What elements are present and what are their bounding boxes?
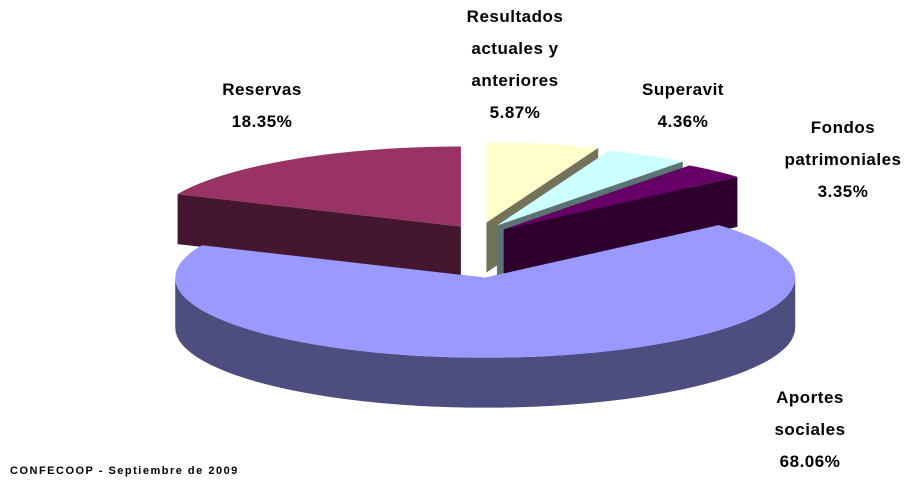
- slice-label: Aportes sociales: [774, 388, 845, 439]
- label-line: Reservas: [222, 80, 302, 99]
- label-line: Resultados: [467, 7, 564, 26]
- label-line: anteriores: [471, 71, 558, 90]
- label-line: Superavit: [642, 80, 724, 99]
- slice: [503, 165, 738, 280]
- label-line: Fondos: [811, 118, 875, 137]
- value-label: 3.35%: [818, 182, 869, 201]
- value-label: 4.36%: [658, 112, 709, 131]
- slice: [496, 150, 683, 226]
- source-note: CONFECOOP - Septiembre de 2009: [10, 465, 239, 477]
- slice-wall: [177, 194, 461, 277]
- label-line: Aportes: [776, 388, 844, 407]
- value-label: 5.87%: [490, 103, 541, 122]
- slice-label: Resultados actuales y anteriores: [467, 7, 564, 90]
- slice: [486, 142, 599, 223]
- label-line: sociales: [774, 420, 845, 439]
- label-line: patrimoniales: [784, 150, 901, 169]
- slice: [175, 225, 796, 408]
- slice: [177, 146, 461, 227]
- value-label: 18.35%: [232, 112, 293, 131]
- slice: [177, 146, 461, 277]
- slice-side: [175, 277, 796, 408]
- slice-wall: [503, 176, 738, 280]
- slice: [175, 225, 796, 358]
- slice: [503, 165, 738, 230]
- slice-label: Reservas: [222, 80, 302, 99]
- slice-label: Superavit: [642, 80, 724, 99]
- label-line: actuales y: [471, 39, 558, 58]
- slice-label: Fondos patrimoniales: [784, 118, 901, 169]
- value-label: 68.06%: [780, 452, 841, 471]
